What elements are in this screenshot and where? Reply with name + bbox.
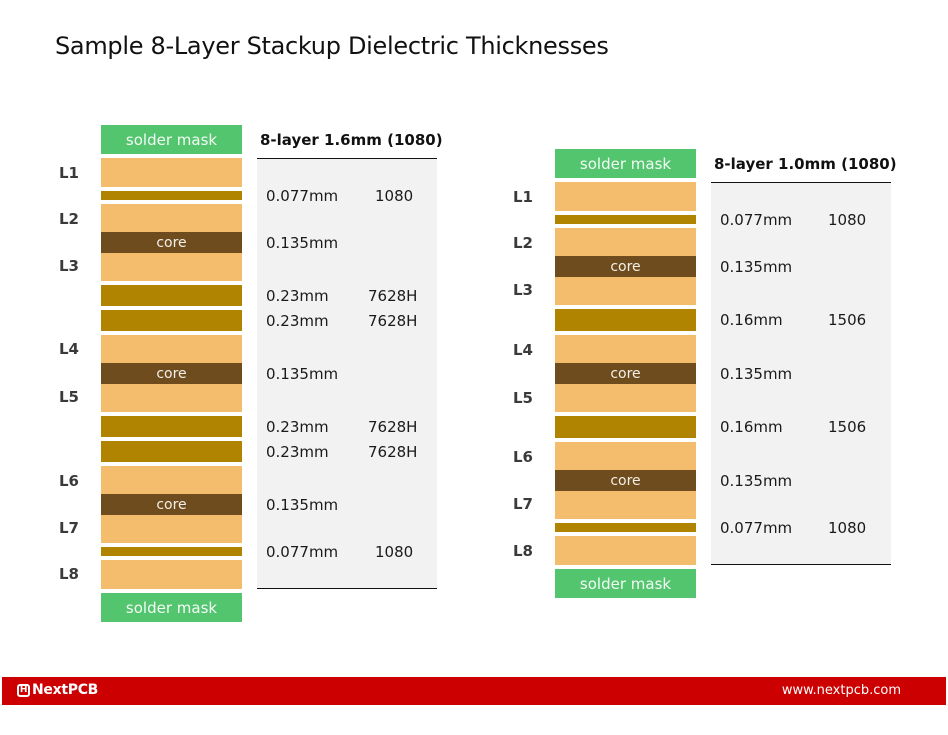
prepreg-layer <box>101 416 242 437</box>
dielectric-thickness: 0.23mm <box>266 287 329 305</box>
layer-label: L6 <box>513 448 533 466</box>
website-url: www.nextpcb.com <box>781 683 901 698</box>
layer-label: L3 <box>59 257 79 275</box>
solder-mask-top: solder mask <box>101 125 242 154</box>
dielectric-thickness: 0.23mm <box>266 418 329 436</box>
copper-layer-l6 <box>101 466 242 494</box>
page-title: Sample 8-Layer Stackup Dielectric Thickn… <box>55 32 609 60</box>
prepreg-layer <box>101 285 242 306</box>
core-layer: core <box>101 494 242 515</box>
dielectric-thickness: 0.16mm <box>720 418 783 436</box>
prepreg-layer <box>555 523 696 532</box>
copper-layer-l3 <box>555 277 696 305</box>
layer-label: L4 <box>59 340 79 358</box>
copper-layer-l1 <box>101 158 242 187</box>
core-layer: core <box>555 256 696 277</box>
dielectric-material: 1080 <box>375 543 414 561</box>
copper-layer-l4 <box>555 335 696 363</box>
dielectric-thickness: 0.135mm <box>720 365 793 383</box>
dielectric-thickness: 0.23mm <box>266 443 329 461</box>
dielectric-material: 1506 <box>828 311 867 329</box>
brand-logo: H NextPCB <box>17 682 98 698</box>
dielectric-thickness: 0.077mm <box>266 543 339 561</box>
dielectric-material: 7628H <box>368 418 418 436</box>
dielectric-thickness: 0.23mm <box>266 312 329 330</box>
copper-layer-l6 <box>555 442 696 470</box>
dielectric-thickness: 0.135mm <box>266 496 339 514</box>
copper-layer-l5 <box>555 384 696 412</box>
layer-label: L7 <box>59 519 79 537</box>
dielectric-thickness: 0.077mm <box>266 187 339 205</box>
prepreg-layer <box>555 309 696 331</box>
dielectric-thickness: 0.135mm <box>266 234 339 252</box>
layer-label: L2 <box>59 210 79 228</box>
stackup-heading: 8-layer 1.6mm (1080) <box>260 131 443 149</box>
layer-label: L5 <box>513 389 533 407</box>
copper-layer-l7 <box>101 515 242 543</box>
copper-layer-l2 <box>101 204 242 232</box>
layer-label: L8 <box>59 565 79 583</box>
dielectric-material: 7628H <box>368 312 418 330</box>
core-layer: core <box>101 363 242 384</box>
core-layer: core <box>101 232 242 253</box>
layer-label: L1 <box>513 188 533 206</box>
dielectric-material: 1080 <box>375 187 414 205</box>
prepreg-layer <box>101 547 242 556</box>
dielectric-material: 1080 <box>828 211 867 229</box>
prepreg-layer <box>555 416 696 438</box>
layer-label: L1 <box>59 164 79 182</box>
dielectric-material: 1506 <box>828 418 867 436</box>
layer-label: L2 <box>513 234 533 252</box>
solder-mask-bottom: solder mask <box>555 569 696 598</box>
layer-label: L5 <box>59 388 79 406</box>
copper-layer-l8 <box>555 536 696 565</box>
prepreg-layer <box>101 441 242 462</box>
stackup-heading: 8-layer 1.0mm (1080) <box>714 155 897 173</box>
dielectric-thickness: 0.135mm <box>266 365 339 383</box>
dielectric-table <box>711 182 891 565</box>
dielectric-thickness: 0.16mm <box>720 311 783 329</box>
prepreg-layer <box>101 191 242 200</box>
layer-label: L7 <box>513 495 533 513</box>
layer-label: L4 <box>513 341 533 359</box>
core-layer: core <box>555 470 696 491</box>
dielectric-material: 7628H <box>368 443 418 461</box>
dielectric-material: 7628H <box>368 287 418 305</box>
core-layer: core <box>555 363 696 384</box>
dielectric-thickness: 0.135mm <box>720 472 793 490</box>
footer-bar: H NextPCB www.nextpcb.com <box>2 677 946 705</box>
copper-layer-l7 <box>555 491 696 519</box>
copper-layer-l5 <box>101 384 242 412</box>
copper-layer-l8 <box>101 560 242 589</box>
dielectric-thickness: 0.077mm <box>720 519 793 537</box>
layer-label: L3 <box>513 281 533 299</box>
solder-mask-bottom: solder mask <box>101 593 242 622</box>
solder-mask-top: solder mask <box>555 149 696 178</box>
prepreg-layer <box>101 310 242 331</box>
dielectric-material: 1080 <box>828 519 867 537</box>
dielectric-thickness: 0.135mm <box>720 258 793 276</box>
copper-layer-l3 <box>101 253 242 281</box>
layer-label: L6 <box>59 472 79 490</box>
prepreg-layer <box>555 215 696 224</box>
copper-layer-l1 <box>555 182 696 211</box>
nextpcb-logo-icon: H <box>17 683 30 697</box>
layer-label: L8 <box>513 542 533 560</box>
dielectric-thickness: 0.077mm <box>720 211 793 229</box>
copper-layer-l2 <box>555 228 696 256</box>
copper-layer-l4 <box>101 335 242 363</box>
dielectric-table <box>257 158 437 589</box>
brand-name: NextPCB <box>32 682 99 698</box>
